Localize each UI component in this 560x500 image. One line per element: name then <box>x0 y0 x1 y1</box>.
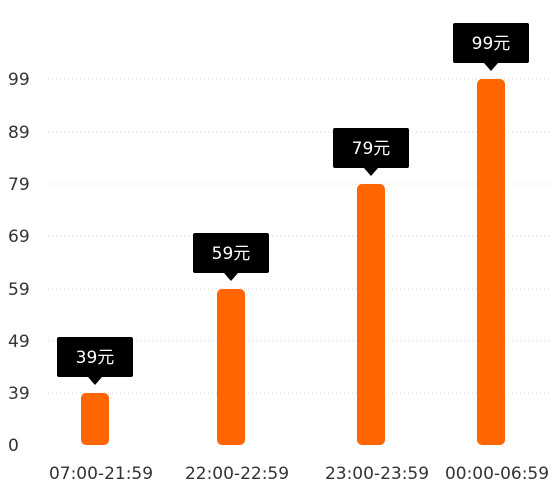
x-category-label: 07:00-21:59 <box>49 464 153 484</box>
y-tick-label: 99 <box>8 70 30 90</box>
data-labels: 39元 59元 79元 99元 <box>57 23 529 385</box>
bar <box>477 79 505 445</box>
bar <box>81 393 109 445</box>
y-tick-label: 39 <box>8 384 30 404</box>
bar <box>357 184 385 445</box>
data-label: 59元 <box>193 233 269 281</box>
svg-text:79元: 79元 <box>352 139 391 159</box>
y-tick-label: 0 <box>8 436 19 456</box>
x-category-label: 00:00-06:59 <box>445 464 549 484</box>
y-tick-label: 69 <box>8 227 30 247</box>
data-label: 39元 <box>57 337 133 385</box>
data-label: 79元 <box>333 128 409 176</box>
x-axis-categories: 07:00-21:59 22:00-22:59 23:00-23:59 00:00-0… <box>49 464 549 484</box>
y-tick-label: 59 <box>8 280 30 300</box>
y-axis-ticks: 0 39 49 59 69 79 89 99 <box>8 70 30 456</box>
svg-text:39元: 39元 <box>76 348 115 368</box>
svg-text:59元: 59元 <box>212 244 251 264</box>
y-tick-label: 49 <box>8 332 30 352</box>
y-tick-label: 89 <box>8 123 30 143</box>
bars <box>81 79 505 445</box>
x-category-label: 22:00-22:59 <box>185 464 289 484</box>
y-tick-label: 79 <box>8 175 30 195</box>
data-label: 99元 <box>453 23 529 71</box>
bar <box>217 289 245 445</box>
svg-text:99元: 99元 <box>472 34 511 54</box>
x-category-label: 23:00-23:59 <box>325 464 429 484</box>
